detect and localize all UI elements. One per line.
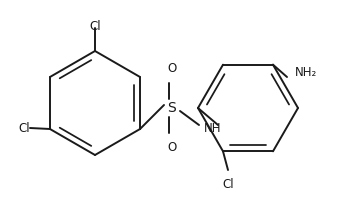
- Text: O: O: [167, 141, 177, 154]
- Text: S: S: [168, 101, 176, 115]
- Text: NH: NH: [204, 122, 221, 135]
- Text: NH₂: NH₂: [295, 65, 317, 78]
- Text: Cl: Cl: [89, 20, 101, 33]
- Text: O: O: [167, 62, 177, 75]
- Text: Cl: Cl: [18, 122, 30, 135]
- Text: Cl: Cl: [222, 178, 234, 191]
